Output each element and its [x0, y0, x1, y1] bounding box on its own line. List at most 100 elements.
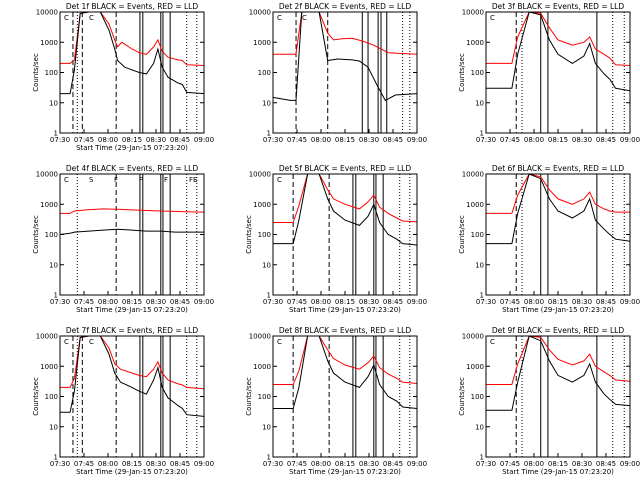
flag-label: F: [114, 176, 118, 184]
x-axis-label: Start Time (29-Jan-15 07:23:20): [76, 468, 188, 476]
x-tick-label: 08:15: [548, 460, 568, 468]
x-tick-label: 07:45: [500, 298, 520, 306]
x-tick-label: 09:00: [407, 460, 427, 468]
flag-label: C: [64, 176, 69, 184]
y-tick-label: 100: [471, 231, 484, 239]
panel-det-7: Det 7f BLACK = Events, RED = LLD C C 1 10 100…: [32, 326, 214, 476]
panel-det-9: Det 9f BLACK = Events, RED = LLD C 1 10 100 1…: [458, 326, 640, 476]
y-tick-label: 100: [45, 393, 58, 401]
x-tick-label: 07:30: [50, 460, 70, 468]
x-tick-label: 08:30: [572, 460, 592, 468]
y-tick-label: 1: [480, 292, 484, 300]
y-tick-label: 10000: [249, 171, 271, 179]
series-line: [273, 173, 418, 223]
y-tick-label: 10: [475, 261, 484, 269]
series-line: [273, 335, 418, 385]
panel-det-8: Det 8f BLACK = Events, RED = LLD C 1 10 100 1…: [245, 326, 427, 476]
plot-frame: [272, 11, 418, 134]
y-tick-label: 100: [471, 69, 484, 77]
y-tick-label: 10000: [462, 333, 484, 341]
series-line: [59, 228, 204, 235]
x-tick-label: 08:00: [98, 298, 118, 306]
x-axis-label: Start Time (29-Jan-15 07:23:20): [289, 306, 401, 314]
y-axis-label: Counts/sec: [458, 377, 466, 416]
x-tick-label: 07:30: [476, 136, 496, 144]
panel-title: Det 7f BLACK = Events, RED = LLD: [66, 326, 199, 335]
y-tick-label: 10000: [462, 171, 484, 179]
series-line: [60, 11, 205, 95]
panel-title: Det 6f BLACK = Events, RED = LLD: [492, 164, 625, 173]
x-tick-label: 07:45: [74, 136, 94, 144]
x-axis-label: Start Time (29-Jan-15 07:23:20): [502, 306, 614, 314]
x-tick-label: 08:45: [170, 136, 190, 144]
y-tick-label: 1: [54, 292, 58, 300]
x-tick-label: 07:30: [476, 460, 496, 468]
series-line: [486, 11, 631, 92]
x-tick-label: 08:00: [524, 460, 544, 468]
y-tick-label: 1: [480, 454, 484, 462]
series-line: [273, 11, 418, 55]
x-tick-label: 07:30: [50, 136, 70, 144]
y-tick-label: 10: [49, 423, 58, 431]
x-tick-label: 08:15: [335, 298, 355, 306]
x-tick-label: 09:00: [407, 136, 427, 144]
flag-label: C: [64, 14, 69, 22]
x-tick-label: 08:00: [524, 298, 544, 306]
y-axis-label: Counts/sec: [245, 377, 253, 416]
x-tick-label: 07:45: [500, 136, 520, 144]
y-axis-label: Counts/sec: [245, 215, 253, 254]
y-tick-label: 10: [262, 99, 271, 107]
flag-label: S: [89, 176, 94, 184]
y-tick-label: 1: [267, 130, 271, 138]
y-tick-label: 100: [258, 231, 271, 239]
y-tick-label: 1000: [40, 363, 58, 371]
x-tick-label: 07:45: [287, 298, 307, 306]
y-tick-label: 10000: [36, 333, 58, 341]
series-line: [60, 335, 205, 417]
x-axis-label: Start Time (29-Jan-15 07:23:20): [289, 468, 401, 476]
x-tick-label: 07:45: [74, 460, 94, 468]
plot-frame: [485, 11, 631, 134]
x-tick-label: 08:30: [572, 136, 592, 144]
x-tick-label: 08:15: [548, 298, 568, 306]
y-tick-label: 1000: [253, 201, 271, 209]
series-line: [60, 335, 205, 390]
x-axis-label: Start Time (29-Jan-15 07:23:20): [76, 306, 188, 314]
y-tick-label: 1000: [253, 39, 271, 47]
flag-label: C: [64, 338, 69, 346]
y-tick-label: 10: [49, 99, 58, 107]
y-axis-label: Counts/sec: [458, 215, 466, 254]
x-tick-label: 08:30: [359, 136, 379, 144]
flag-label: F: [164, 176, 168, 184]
y-tick-label: 1000: [253, 363, 271, 371]
panel-det-6: Det 6f BLACK = Events, RED = LLD 1 10 100 10…: [458, 164, 640, 314]
y-tick-label: 10: [262, 261, 271, 269]
flag-label: C: [302, 14, 307, 22]
y-tick-label: 1: [267, 454, 271, 462]
panel-title: Det 1f BLACK = Events, RED = LLD: [66, 2, 199, 11]
y-tick-label: 10: [49, 261, 58, 269]
x-tick-label: 08:45: [170, 298, 190, 306]
x-tick-label: 08:45: [383, 460, 403, 468]
y-tick-label: 100: [471, 393, 484, 401]
panel-det-2: Det 2f BLACK = Events, RED = LLD C C 1 10 100…: [249, 2, 427, 144]
y-tick-label: 1000: [40, 201, 58, 209]
x-tick-label: 09:00: [620, 460, 640, 468]
x-tick-label: 07:45: [287, 460, 307, 468]
x-tick-label: 07:45: [500, 460, 520, 468]
flag-label: FE: [189, 176, 197, 184]
y-tick-label: 10: [475, 99, 484, 107]
plot-frame: [272, 173, 418, 296]
x-tick-label: 08:30: [572, 298, 592, 306]
y-tick-label: 1: [267, 292, 271, 300]
series-line: [486, 335, 631, 385]
y-tick-label: 1000: [40, 39, 58, 47]
y-tick-label: 10000: [36, 9, 58, 17]
y-tick-label: 10000: [462, 9, 484, 17]
series-line: [273, 173, 418, 246]
series-line: [486, 173, 631, 245]
x-tick-label: 08:00: [98, 460, 118, 468]
x-tick-label: 09:00: [620, 136, 640, 144]
panel-title: Det 2f BLACK = Events, RED = LLD: [279, 2, 412, 11]
